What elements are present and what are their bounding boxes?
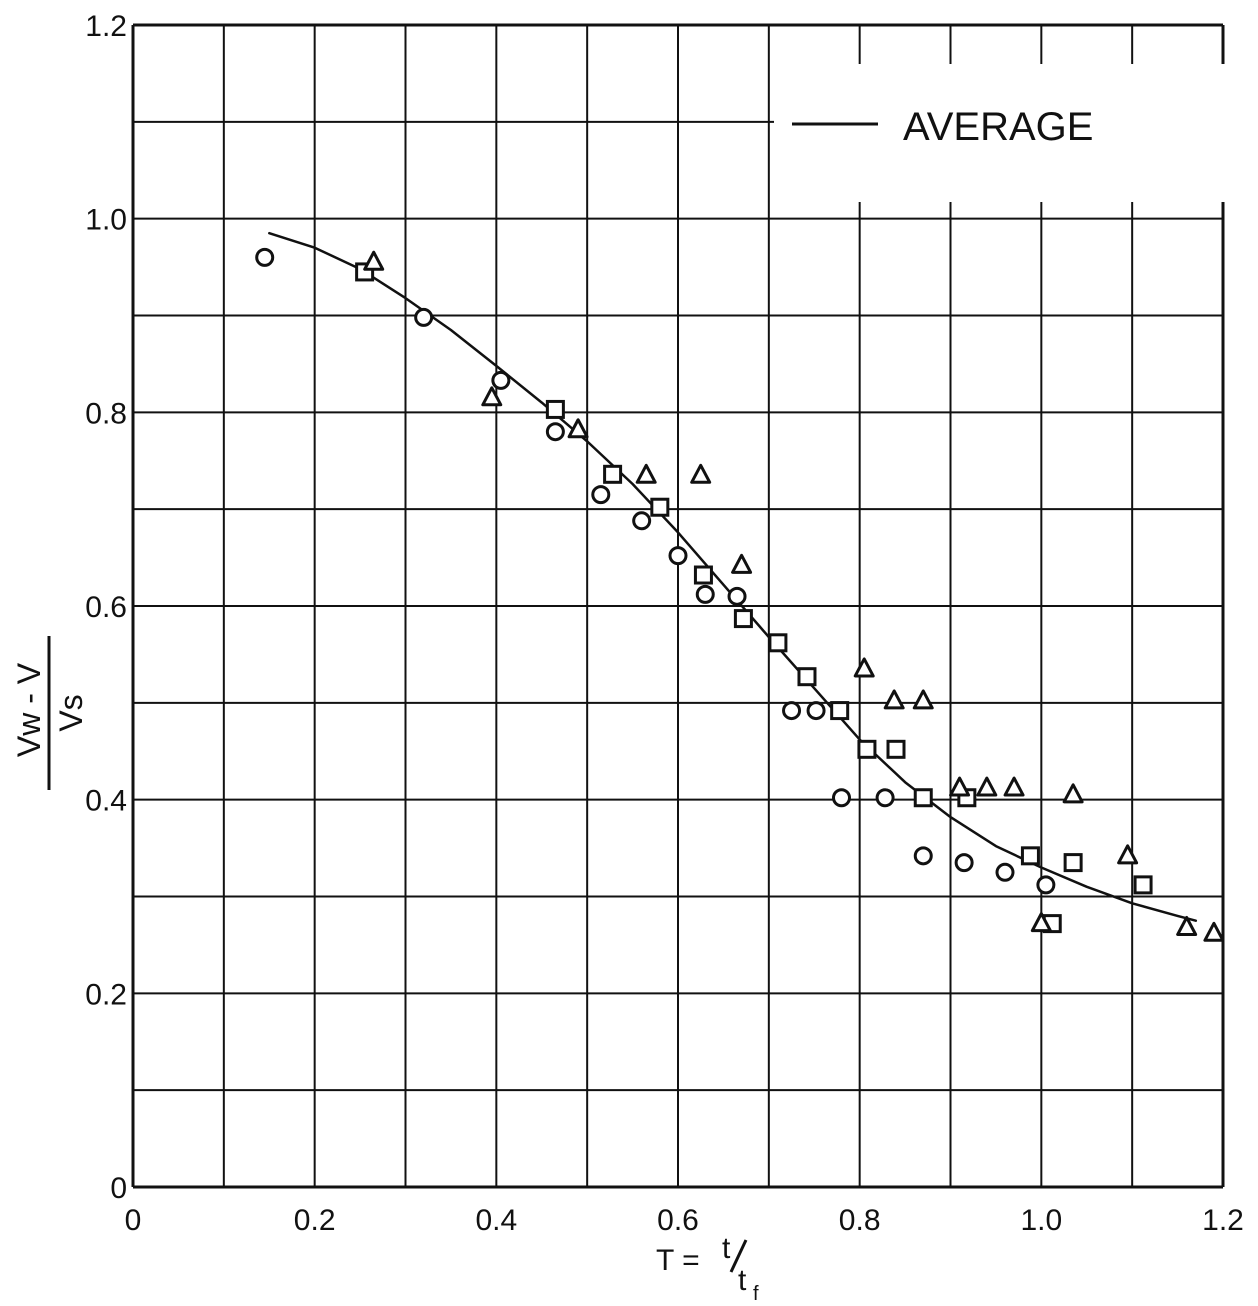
data-point-circle xyxy=(913,846,933,866)
data-point-circle xyxy=(491,370,511,390)
x-tick-label: 0.2 xyxy=(294,1204,336,1237)
y-tick-label: 0.4 xyxy=(85,785,127,818)
data-point-square xyxy=(693,565,713,585)
data-point-triangle xyxy=(481,386,503,407)
data-point-circle xyxy=(806,701,826,721)
x-tick-label: 0.6 xyxy=(657,1204,699,1237)
data-point-circle xyxy=(545,422,565,442)
data-point-square xyxy=(1133,875,1153,895)
y-tick-label: 0 xyxy=(110,1172,127,1205)
x-axis-title-slash xyxy=(729,1239,748,1273)
grid xyxy=(131,23,1225,1189)
y-tick-label: 1.2 xyxy=(85,10,127,43)
data-point-triangle xyxy=(731,553,753,574)
data-point-triangle xyxy=(1203,921,1225,942)
x-axis-title-denominator: t xyxy=(738,1264,747,1297)
x-axis-title: T = t t f xyxy=(656,1232,759,1305)
x-tick-label: 0 xyxy=(125,1204,142,1237)
data-point-circle xyxy=(414,307,434,327)
y-tick-label: 0.8 xyxy=(85,397,127,430)
data-point-circle xyxy=(632,511,652,531)
data-point-triangle xyxy=(912,689,934,710)
y-axis-title-denominator: Vs xyxy=(53,694,89,731)
data-point-circle xyxy=(832,788,851,808)
data-point-triangle xyxy=(1030,912,1052,933)
data-point-square xyxy=(545,399,565,419)
legend-label: AVERAGE xyxy=(903,105,1093,149)
x-axis-title-subscript: f xyxy=(753,1283,759,1305)
data-point-triangle xyxy=(567,418,589,439)
data-point-triangle xyxy=(1003,776,1025,797)
x-axis-title-numerator: t xyxy=(722,1232,731,1265)
y-tick-label: 0.6 xyxy=(85,591,127,624)
data-point-circle xyxy=(727,586,747,606)
data-point-triangle xyxy=(853,657,875,678)
data-point-circle xyxy=(954,853,974,873)
data-point-circle xyxy=(591,485,611,505)
data-point-triangle xyxy=(976,776,998,797)
data-point-triangle xyxy=(363,250,385,271)
data-point-triangle xyxy=(635,463,657,484)
data-point-triangle xyxy=(690,463,712,484)
data-point-circle xyxy=(782,701,802,721)
data-point-square xyxy=(1063,853,1083,873)
data-point-circle xyxy=(995,862,1015,882)
x-tick-label: 0.8 xyxy=(839,1204,881,1237)
x-tick-label: 1.2 xyxy=(1202,1204,1244,1237)
y-tick-label: 1.0 xyxy=(85,204,127,237)
data-point-circle xyxy=(1036,875,1056,895)
data-point-square xyxy=(733,609,753,629)
data-point-triangle xyxy=(883,689,905,710)
data-point-square xyxy=(768,633,788,653)
data-point-square xyxy=(603,464,623,484)
data-point-triangle xyxy=(949,776,971,797)
data-point-square xyxy=(857,739,877,759)
series-layer xyxy=(255,231,1225,942)
data-point-square xyxy=(913,788,933,808)
data-point-square xyxy=(797,667,817,687)
x-axis-title-lhs: T = xyxy=(656,1244,700,1277)
x-tick-label: 0.4 xyxy=(475,1204,517,1237)
x-tick-label: 1.0 xyxy=(1020,1204,1062,1237)
legend-mask xyxy=(774,64,1230,202)
y-axis-title: Vw - V Vs xyxy=(11,636,89,790)
data-point-circle xyxy=(875,788,895,808)
data-point-circle xyxy=(668,546,688,566)
data-point-square xyxy=(830,701,850,721)
data-point-square xyxy=(1020,846,1040,866)
data-point-circle xyxy=(695,584,715,604)
data-point-triangle xyxy=(1062,783,1084,804)
average-curve xyxy=(268,231,1198,922)
tick-labels: 0 0.2 0.4 0.6 0.8 1.0 1.2 0 0.2 0.4 0.6 0.8 1.0 1.2 xyxy=(85,10,1244,1237)
data-point-triangle xyxy=(1117,844,1139,865)
y-tick-label: 0.2 xyxy=(85,978,127,1011)
data-point-square xyxy=(650,497,670,517)
data-point-circle xyxy=(255,247,275,267)
data-point-triangle xyxy=(1176,915,1198,936)
legend: AVERAGE xyxy=(774,64,1230,202)
data-point-square xyxy=(886,739,906,759)
y-axis-title-numerator: Vw - V xyxy=(11,662,47,757)
